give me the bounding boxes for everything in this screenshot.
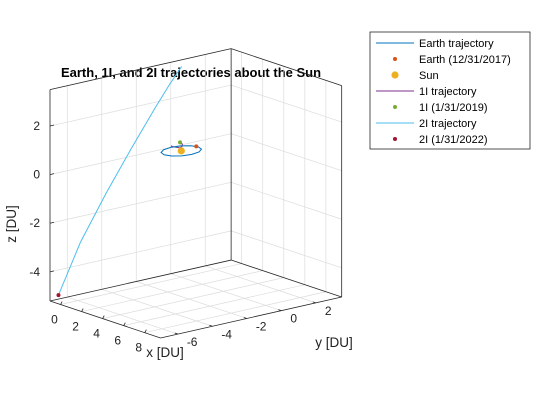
y-tick-mark: [174, 332, 178, 335]
grid-line: [49, 133, 232, 175]
y-axis-label: y [DU]: [315, 335, 353, 350]
y-tick-label: 2: [325, 304, 332, 318]
legend-swatch: [393, 57, 397, 61]
x-tick-mark: [123, 322, 126, 326]
y-tick-label: -6: [187, 335, 198, 349]
grid-line: [231, 230, 342, 269]
legend-label: Sun: [419, 70, 439, 82]
x-tick-mark: [81, 308, 84, 312]
y-tick-mark: [209, 324, 213, 327]
axes-edge: [49, 259, 232, 302]
grid-line: [49, 84, 232, 127]
chart-title: Earth, 1I, and 2I trajectories about the…: [61, 65, 321, 80]
grid-line: [231, 181, 342, 220]
grid-line: [136, 281, 247, 319]
x-tick-label: 2: [72, 320, 79, 334]
z-tick-mark: [49, 270, 55, 273]
axes-edge: [49, 300, 161, 339]
grid-line: [60, 263, 242, 305]
grid-line: [205, 265, 316, 304]
marker-1i-1-31-2019: [178, 140, 183, 145]
legend-label: 2I trajectory: [419, 118, 477, 130]
z-tick-mark: [49, 173, 55, 176]
legend-swatch: [393, 137, 397, 141]
axes-edge: [230, 48, 342, 86]
grid-line: [49, 181, 232, 224]
axes-box: [49, 48, 343, 339]
z-tick-label: -2: [29, 216, 40, 230]
grid-line: [81, 270, 263, 312]
marker-earth-12-31-2017: [194, 144, 199, 149]
axes-edge: [49, 48, 232, 90]
grid-lines: [49, 52, 342, 335]
series-2i-trajectory: [58, 66, 183, 296]
plot-area: [56, 66, 203, 298]
grid-line: [231, 84, 342, 123]
x-tick-mark: [60, 301, 63, 305]
grid-line: [67, 296, 178, 335]
y-tick-label: 0: [290, 312, 297, 326]
series-earth-trajectory: [160, 145, 203, 157]
grid-line: [144, 291, 326, 334]
legend-label: Earth (12/31/2017): [419, 54, 511, 66]
axes-edge: [230, 259, 342, 298]
y-tick-label: -4: [221, 327, 232, 341]
y-tick-mark: [278, 309, 282, 312]
x-axis-label: x [DU]: [146, 345, 184, 360]
z-axis-label: z [DU]: [4, 205, 19, 243]
x-tick-mark: [102, 315, 105, 319]
grid-line: [102, 277, 284, 319]
legend-label: 1I trajectory: [419, 86, 477, 98]
axes-edge: [160, 296, 342, 339]
x-tick-label: 4: [93, 327, 100, 341]
x-tick-label: 8: [135, 341, 142, 355]
z-tick-label: 2: [33, 119, 40, 133]
y-tick-mark: [312, 301, 316, 304]
y-tick-label: -2: [256, 319, 267, 333]
z-tick-label: 0: [33, 168, 40, 182]
z-tick-label: -4: [29, 265, 40, 279]
x-tick-mark: [144, 329, 147, 333]
legend-label: 1I (1/31/2019): [419, 102, 488, 114]
legend: Earth trajectory Earth (12/31/2017) Sun 1I …: [369, 31, 531, 150]
marker-2i-1-31-2022: [56, 293, 61, 298]
legend-swatch: [391, 71, 399, 79]
marker-sun: [177, 147, 185, 155]
grid-line: [49, 230, 232, 273]
x-tick-label: 0: [51, 313, 58, 327]
legend-swatch: [393, 105, 397, 109]
legend-label: Earth trajectory: [419, 38, 494, 50]
x-tick-label: 6: [114, 334, 121, 348]
grid-line: [123, 284, 305, 326]
grid-line: [231, 133, 342, 171]
legend-label: 2I (1/31/2022): [419, 134, 488, 146]
grid-line: [101, 288, 213, 327]
z-tick-mark: [49, 124, 55, 127]
axes-frame: [49, 48, 343, 339]
grid-line: [170, 273, 282, 311]
z-tick-mark: [49, 221, 55, 224]
y-tick-mark: [243, 317, 247, 319]
